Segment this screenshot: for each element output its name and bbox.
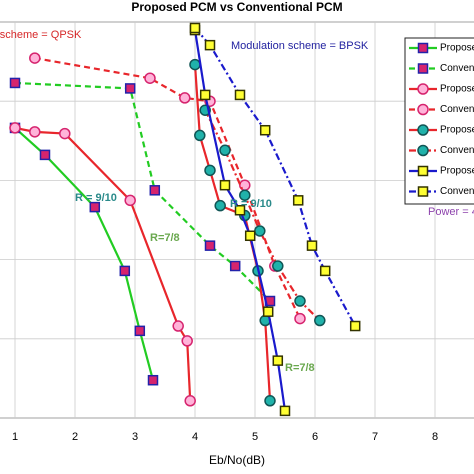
legend-marker	[417, 186, 429, 197]
x-tick-label: 2	[72, 431, 78, 443]
data-point	[254, 225, 266, 237]
data-point	[314, 314, 326, 327]
data-point	[29, 126, 41, 138]
data-point	[272, 260, 284, 272]
data-point	[234, 89, 246, 101]
chart-title: Proposed PCM vs Conventional PCM	[131, 0, 342, 14]
x-tick-label: 6	[312, 431, 318, 443]
data-point	[294, 295, 306, 307]
annotation: R = 9/10	[75, 192, 117, 204]
legend-marker	[417, 42, 429, 54]
plot-series	[9, 22, 361, 417]
legend-label: Conventio	[440, 186, 474, 197]
annotation: R=7/8	[285, 362, 315, 374]
annotation: odulation scheme = QPSK	[0, 29, 82, 41]
data-point	[194, 129, 206, 142]
legend-marker	[417, 165, 429, 177]
data-point	[272, 355, 284, 366]
legend-label: Proposed	[440, 84, 474, 95]
plot-area	[0, 21, 474, 419]
annotation: R = 9/10	[230, 198, 272, 210]
data-point	[39, 149, 51, 161]
legend-marker	[417, 144, 429, 157]
data-point	[149, 185, 161, 196]
data-point	[319, 265, 331, 277]
legend-label: Conventio	[440, 63, 474, 74]
data-point	[189, 58, 201, 71]
data-point	[9, 122, 21, 134]
legend-marker	[417, 83, 429, 95]
legend-label: Proposed	[440, 125, 474, 136]
data-point	[204, 164, 216, 177]
data-point	[29, 52, 41, 64]
legend-box	[404, 37, 474, 205]
annotation: R=7/8	[150, 232, 180, 244]
data-point	[199, 89, 211, 101]
data-point	[234, 204, 246, 216]
x-tick-label: 3	[132, 431, 138, 443]
data-point	[134, 325, 146, 337]
x-tick-label: 8	[432, 431, 438, 443]
data-point	[219, 144, 231, 157]
data-point	[262, 306, 274, 317]
legend-marker	[417, 103, 429, 116]
data-point	[214, 199, 226, 212]
data-point	[181, 335, 193, 347]
legend-label: Proposed	[440, 166, 474, 177]
x-tick-label: 4	[192, 431, 198, 443]
data-point	[306, 240, 318, 251]
data-point	[229, 260, 241, 272]
data-point	[184, 395, 196, 407]
data-point	[219, 179, 231, 191]
data-point	[59, 127, 71, 140]
data-point	[9, 77, 21, 89]
legend-marker	[417, 124, 429, 136]
data-point	[172, 320, 184, 332]
annotation: Modulation scheme = BPSK	[231, 40, 369, 52]
data-point	[292, 195, 304, 206]
data-point	[124, 83, 136, 94]
data-point	[204, 240, 216, 251]
legend: Proposed Conventio Proposed Conventio Propos…	[404, 37, 474, 205]
data-point	[189, 22, 201, 34]
data-point	[144, 72, 156, 84]
data-point	[147, 374, 159, 386]
annotation: Power = 4	[428, 206, 474, 218]
legend-label: Conventio	[440, 104, 474, 115]
data-point	[294, 312, 306, 325]
legend-label: Proposed	[440, 43, 474, 54]
data-point	[89, 201, 101, 213]
data-point	[244, 230, 256, 242]
data-point	[279, 405, 291, 417]
x-tick-label: 7	[372, 431, 378, 443]
data-point	[264, 395, 276, 407]
data-point	[124, 194, 136, 207]
data-point	[119, 265, 131, 277]
legend-marker	[417, 63, 429, 74]
x-tick-label: 5	[252, 431, 258, 443]
data-point	[239, 189, 251, 201]
series-line	[193, 29, 287, 412]
data-point	[204, 39, 216, 51]
data-point	[179, 92, 191, 104]
x-tick-label: 1	[12, 431, 18, 443]
x-axis-label: Eb/No(dB)	[209, 453, 265, 467]
legend-label: Conventio	[440, 145, 474, 156]
data-point	[259, 124, 271, 136]
data-point	[349, 320, 361, 332]
